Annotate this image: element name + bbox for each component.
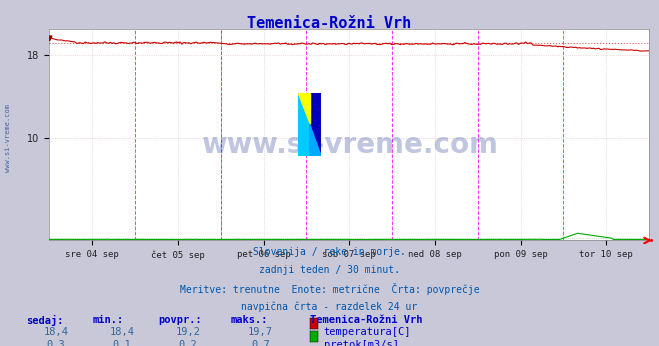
Text: 18,4: 18,4	[43, 327, 69, 337]
Text: 0,2: 0,2	[179, 340, 197, 346]
Polygon shape	[299, 93, 310, 125]
Text: www.si-vreme.com: www.si-vreme.com	[5, 104, 11, 172]
Text: maks.:: maks.:	[231, 315, 268, 325]
Text: Temenica-Rožni Vrh: Temenica-Rožni Vrh	[247, 16, 412, 30]
Text: 0,7: 0,7	[251, 340, 270, 346]
Text: min.:: min.:	[92, 315, 123, 325]
Bar	[310, 93, 321, 156]
Text: zadnji teden / 30 minut.: zadnji teden / 30 minut.	[259, 265, 400, 275]
Text: 19,2: 19,2	[175, 327, 200, 337]
Text: sedaj:: sedaj:	[26, 315, 64, 326]
Polygon shape	[310, 125, 321, 156]
Text: navpična črta - razdelek 24 ur: navpična črta - razdelek 24 ur	[241, 301, 418, 312]
Text: Temenica-Rožni Vrh: Temenica-Rožni Vrh	[310, 315, 422, 325]
Text: 0,1: 0,1	[113, 340, 131, 346]
Text: Meritve: trenutne  Enote: metrične  Črta: povprečje: Meritve: trenutne Enote: metrične Črta: …	[180, 283, 479, 295]
Text: povpr.:: povpr.:	[158, 315, 202, 325]
Text: temperatura[C]: temperatura[C]	[324, 327, 411, 337]
Text: pretok[m3/s]: pretok[m3/s]	[324, 340, 399, 346]
Text: 0,3: 0,3	[47, 340, 65, 346]
Bar	[299, 93, 310, 156]
Text: Slovenija / reke in morje.: Slovenija / reke in morje.	[253, 247, 406, 257]
Text: 19,7: 19,7	[248, 327, 273, 337]
Text: www.si-vreme.com: www.si-vreme.com	[201, 131, 498, 160]
Text: 18,4: 18,4	[109, 327, 134, 337]
